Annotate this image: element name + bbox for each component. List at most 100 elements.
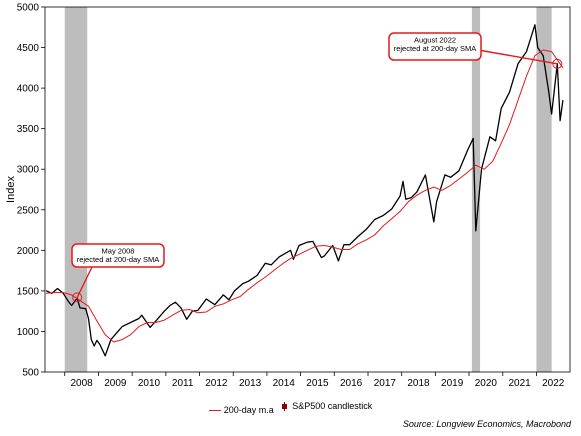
annotation-pointer bbox=[480, 49, 558, 65]
sp500-point bbox=[149, 326, 151, 328]
sp500-point bbox=[141, 314, 143, 316]
ma-point bbox=[146, 322, 148, 323]
ma-point bbox=[562, 67, 564, 69]
ma-point bbox=[172, 314, 173, 316]
sp500-point bbox=[85, 308, 87, 310]
sp500-point bbox=[548, 91, 550, 93]
sp500-point bbox=[444, 174, 446, 176]
sp500-point bbox=[489, 136, 491, 138]
ma-point bbox=[205, 311, 207, 313]
y-tick-label: 3000 bbox=[17, 165, 40, 176]
x-tick-label: 2020 bbox=[475, 378, 498, 389]
annotation-box bbox=[71, 243, 165, 268]
x-tick-label: 2022 bbox=[542, 378, 565, 389]
ma-point bbox=[433, 186, 435, 188]
ma-point bbox=[382, 225, 384, 227]
sp500-point bbox=[45, 290, 47, 292]
sp500-point bbox=[472, 138, 474, 139]
x-tick-label: 2014 bbox=[273, 378, 296, 389]
x-tick-label: 2012 bbox=[205, 378, 228, 389]
y-tick-label: 4500 bbox=[17, 43, 40, 54]
sp500-point bbox=[542, 55, 544, 57]
ma-point bbox=[189, 309, 190, 310]
y-tick-label: 3500 bbox=[17, 124, 40, 135]
ma-point bbox=[399, 211, 401, 212]
ma-point bbox=[315, 245, 317, 247]
sp500-point bbox=[402, 180, 404, 182]
sp500-point bbox=[138, 318, 140, 319]
y-tick-label: 2000 bbox=[17, 246, 40, 257]
ma-point bbox=[551, 51, 553, 53]
sp500-point bbox=[321, 257, 322, 259]
sp500-point bbox=[343, 244, 345, 246]
ma-point bbox=[121, 339, 123, 340]
sp500-point bbox=[90, 339, 92, 340]
annotation-text: rejected at 200-day SMA bbox=[77, 255, 160, 264]
series-sp500 bbox=[46, 24, 564, 357]
sp500-point bbox=[242, 283, 244, 284]
annotation-pointer bbox=[76, 266, 93, 298]
sp500-point bbox=[71, 305, 72, 306]
x-tick-label: 2011 bbox=[172, 378, 194, 389]
sp500-point bbox=[68, 301, 70, 303]
ma-point bbox=[214, 305, 216, 307]
x-tick-label: 2019 bbox=[441, 378, 464, 389]
ma-point bbox=[104, 334, 106, 336]
ma-point bbox=[155, 322, 157, 323]
sp500-point bbox=[306, 241, 308, 243]
sp500-point bbox=[405, 198, 407, 200]
sp500-point bbox=[475, 230, 477, 232]
ma-point bbox=[509, 124, 510, 126]
sp500-point bbox=[551, 113, 553, 115]
sp500-point bbox=[399, 195, 401, 197]
ma-point bbox=[71, 294, 72, 296]
recession-band-2 bbox=[536, 7, 552, 372]
ma-point bbox=[332, 246, 334, 248]
legend-item-candle: S&P500 candlestick bbox=[280, 401, 372, 411]
sp500-point bbox=[290, 249, 292, 251]
ma-point bbox=[256, 282, 258, 284]
sp500-point bbox=[323, 255, 325, 257]
sp500-point bbox=[155, 320, 157, 322]
sp500-point bbox=[562, 99, 564, 101]
sp500-point bbox=[436, 201, 438, 203]
sp500-point bbox=[559, 120, 561, 121]
sp500-point bbox=[298, 245, 300, 246]
x-tick-label: 2010 bbox=[138, 378, 161, 389]
x-tick-label: 2016 bbox=[340, 378, 363, 389]
x-tick-label: 2021 bbox=[508, 378, 531, 389]
ma-point bbox=[357, 243, 359, 245]
sp500-point bbox=[93, 345, 95, 347]
candlestick-icon bbox=[282, 401, 288, 411]
sp500-point bbox=[116, 332, 117, 334]
recession-band-0 bbox=[64, 7, 88, 372]
sp500-point bbox=[175, 301, 176, 303]
sp500-point bbox=[410, 197, 412, 199]
sp500-point bbox=[278, 256, 280, 258]
ma-point bbox=[88, 305, 89, 307]
ma-point bbox=[366, 239, 367, 241]
sp500-point bbox=[458, 170, 460, 172]
x-tick-label: 2017 bbox=[374, 378, 397, 389]
sp500-point bbox=[537, 47, 539, 48]
sp500-point bbox=[169, 305, 171, 306]
sp500-point bbox=[62, 292, 64, 294]
ma-point bbox=[391, 218, 393, 220]
series-200-day-ma bbox=[46, 49, 564, 343]
ma-point bbox=[559, 63, 561, 65]
ma-point bbox=[340, 249, 342, 250]
sp500-point bbox=[88, 318, 89, 319]
x-tick-label: 2008 bbox=[70, 378, 93, 389]
sp500-point bbox=[264, 262, 266, 264]
sp500-point bbox=[500, 107, 502, 109]
annotation-text: rejected at 200-day SMA bbox=[394, 44, 477, 53]
x-tick-label: 2009 bbox=[104, 378, 127, 389]
sp500-point bbox=[526, 51, 527, 53]
source-note: Source: Longview Economics, Macrobond bbox=[402, 419, 571, 429]
sp500-point bbox=[517, 63, 519, 65]
ma-point bbox=[62, 292, 64, 293]
